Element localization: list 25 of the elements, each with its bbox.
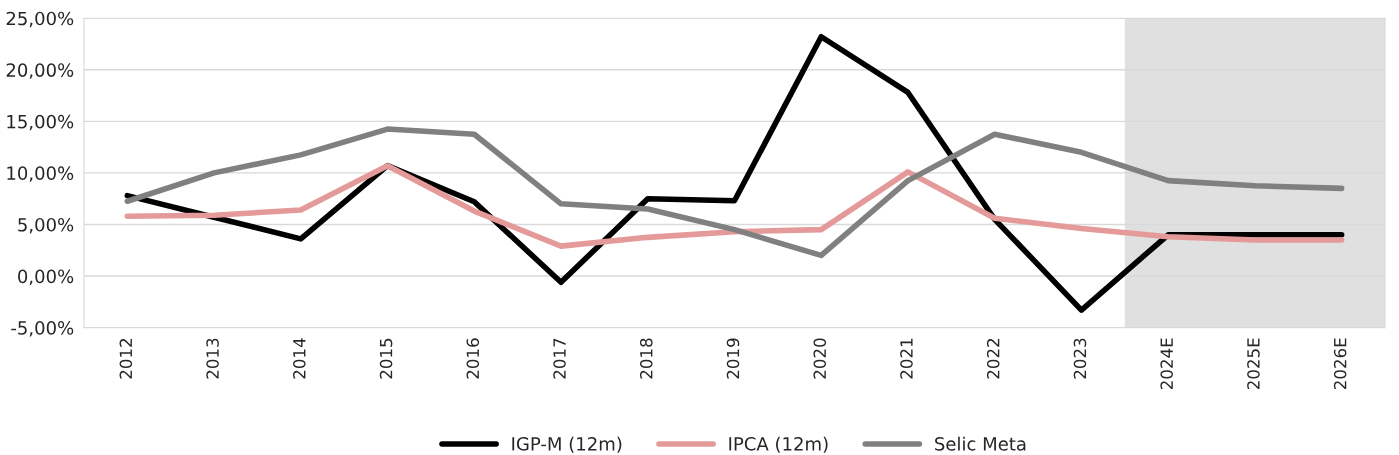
x-tick-label: 2019 xyxy=(726,338,740,379)
y-tick-label: 10,00% xyxy=(7,166,74,182)
x-tick-label: 2021 xyxy=(900,338,913,379)
y-tick-label: 20,00% xyxy=(6,63,74,79)
legend-label: IGP-M (12m) xyxy=(512,436,622,453)
x-tick-label: 2017 xyxy=(553,338,566,379)
x-tick-label: 2020 xyxy=(813,338,827,379)
legend-label: Selic Meta xyxy=(935,436,1026,451)
x-tick-label: 2024E xyxy=(1160,338,1173,390)
x-tick-label: 2025E xyxy=(1247,338,1260,390)
x-tick-label: 2018 xyxy=(639,338,653,379)
y-tick-label: 25,00% xyxy=(6,11,74,28)
x-tick-label: 2023 xyxy=(1073,338,1087,379)
y-tick-label: -5,00% xyxy=(11,321,74,337)
x-tick-label: 2013 xyxy=(206,338,219,379)
x-tick-label: 2016 xyxy=(466,338,480,379)
x-tick-label: 2015 xyxy=(379,338,393,379)
legend-label: IPCA (12m) xyxy=(729,436,828,453)
y-tick-label: 5,00% xyxy=(18,217,74,234)
x-tick-label: 2014 xyxy=(293,338,306,379)
x-tick-label: 2012 xyxy=(119,338,133,379)
x-tick-label: 2022 xyxy=(986,338,1000,379)
x-tick-label: 2026E xyxy=(1333,338,1347,390)
y-tick-label: 0,00% xyxy=(18,269,74,285)
y-tick-label: 15,00% xyxy=(7,114,74,131)
